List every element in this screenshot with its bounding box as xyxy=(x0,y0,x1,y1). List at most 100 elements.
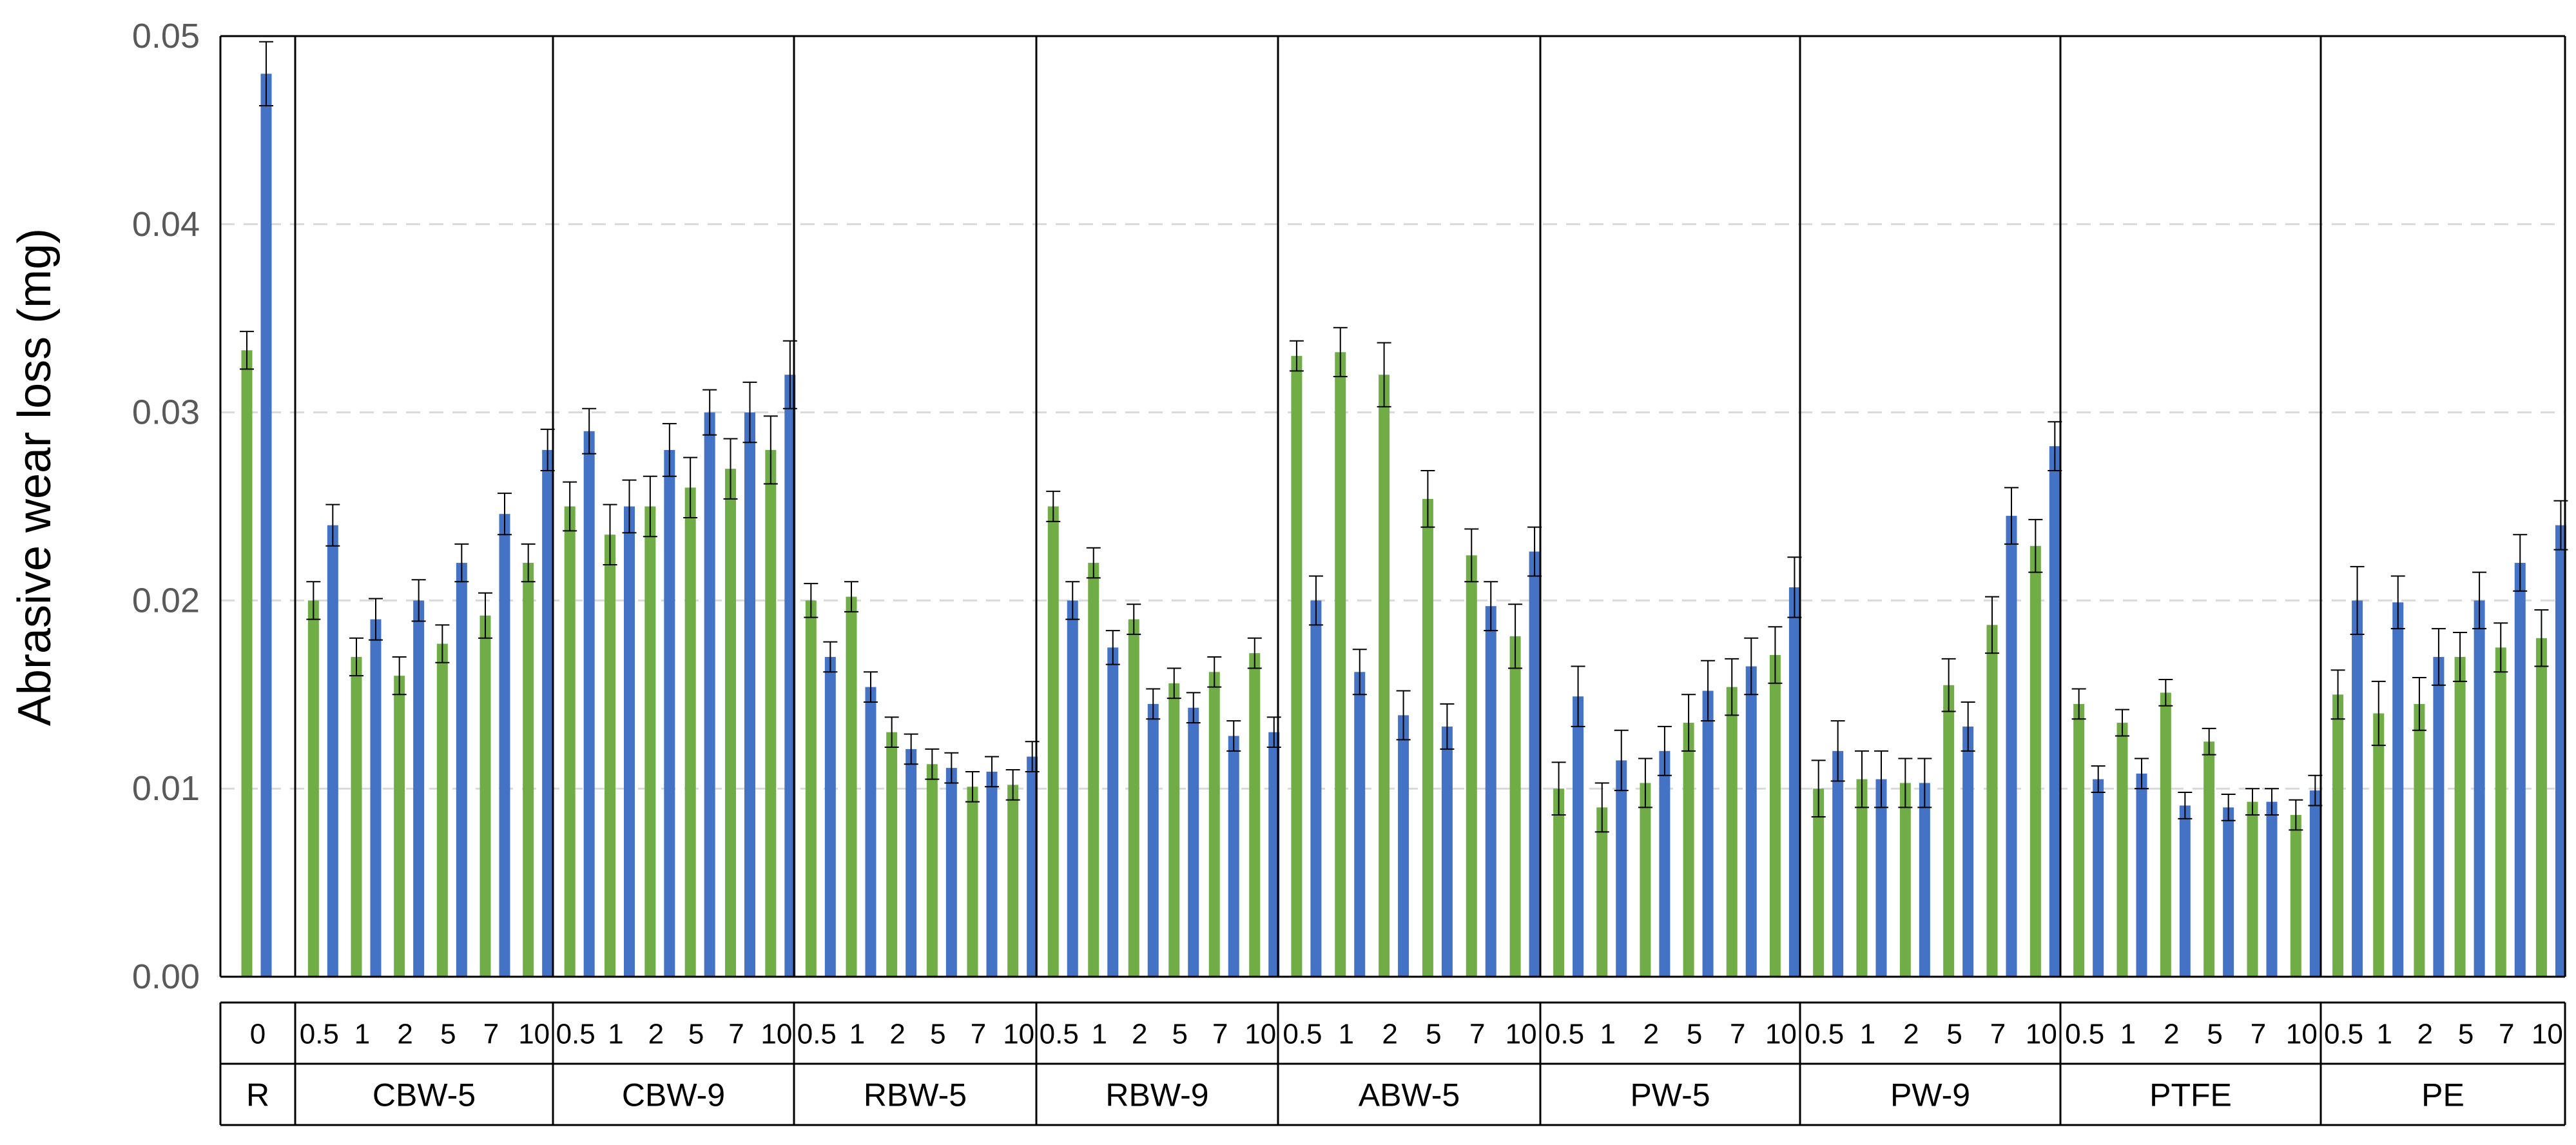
bar-series-b xyxy=(1702,690,1714,977)
x-level-label: 2 xyxy=(648,1019,664,1050)
x-level-label: 2 xyxy=(397,1019,412,1050)
x-level-label: 0.5 xyxy=(797,1019,837,1050)
bar-series-b xyxy=(744,412,755,977)
bar-series-a xyxy=(351,656,362,977)
x-level-label: 0.5 xyxy=(1805,1019,1844,1050)
x-level-label: 1 xyxy=(849,1019,865,1050)
bar-series-a xyxy=(1047,506,1059,977)
bar-series-a xyxy=(1899,783,1911,977)
x-group-label: PW-5 xyxy=(1630,1077,1710,1113)
x-level-label: 7 xyxy=(1212,1019,1228,1050)
bar-series-b xyxy=(327,525,338,977)
bar-series-a xyxy=(1379,375,1390,977)
bar-series-b xyxy=(2352,600,2363,977)
bar-series-a xyxy=(1291,356,1303,977)
gridlines xyxy=(220,223,2565,790)
bar-series-a xyxy=(1813,788,1825,977)
bar-series-b xyxy=(1875,779,1887,977)
bar-series-b xyxy=(499,514,510,977)
bar-series-b xyxy=(1354,672,1366,977)
bar-series-b xyxy=(1188,707,1199,977)
bar-series-a xyxy=(241,350,253,977)
bar-series-a xyxy=(2290,815,2301,977)
x-level-label: 10 xyxy=(1506,1019,1537,1050)
bar-series-a xyxy=(2454,656,2466,977)
y-axis-label: Abrasive wear loss (mg) xyxy=(9,228,61,726)
y-tick-label: 0.05 xyxy=(132,17,200,55)
x-level-label: 0.5 xyxy=(2324,1019,2363,1050)
bar-series-b xyxy=(1659,750,1671,977)
bar-series-a xyxy=(394,676,405,977)
bar-series-a xyxy=(479,615,491,977)
bar-series-b xyxy=(370,619,382,977)
bar-series-a xyxy=(2495,647,2506,977)
x-level-label: 1 xyxy=(354,1019,370,1050)
bar-series-b xyxy=(1962,726,1974,977)
x-level-label: 0.5 xyxy=(1040,1019,1079,1050)
x-level-label: 5 xyxy=(930,1019,945,1050)
x-level-label: 2 xyxy=(2164,1019,2179,1050)
bar-series-a xyxy=(2414,703,2425,977)
y-tick-label: 0.03 xyxy=(132,393,200,432)
bar-series-a xyxy=(2116,723,2128,977)
x-level-label: 2 xyxy=(1132,1019,1147,1050)
x-group-label: RBW-9 xyxy=(1105,1077,1208,1113)
bar-series-a xyxy=(436,643,448,977)
x-level-label: 10 xyxy=(2026,1019,2057,1050)
bar-series-b xyxy=(2179,805,2191,977)
bar-series-b xyxy=(664,449,675,977)
x-level-label: 10 xyxy=(2286,1019,2318,1050)
bar-series-a xyxy=(1509,636,1521,977)
bar-series-b xyxy=(1268,732,1280,977)
bar-series-a xyxy=(967,787,978,977)
y-axis: 0.00 0.01 0.02 0.03 0.04 0.05 xyxy=(132,17,200,996)
bar-series-a xyxy=(805,600,817,977)
bar-series-a xyxy=(1088,563,1099,977)
plot-frame xyxy=(219,35,2566,978)
bar-series-b xyxy=(1441,726,1453,977)
x-level-label: 2 xyxy=(1903,1019,1919,1050)
bar-series-b xyxy=(260,73,272,977)
x-level-label: 7 xyxy=(1469,1019,1485,1050)
x-level-label: 0.5 xyxy=(556,1019,596,1050)
x-level-label: 7 xyxy=(2499,1019,2514,1050)
bar-series-b xyxy=(824,656,836,977)
bar-series-a xyxy=(1128,619,1139,977)
x-level-label: 5 xyxy=(2458,1019,2474,1050)
bar-series-a xyxy=(2073,703,2085,977)
x-level-label: 7 xyxy=(1990,1019,2006,1050)
x-level-label: 1 xyxy=(1092,1019,1107,1050)
bars xyxy=(241,73,2566,977)
x-level-label: 1 xyxy=(1860,1019,1875,1050)
x-group-label: PTFE xyxy=(2149,1077,2232,1113)
y-tick-label: 0.02 xyxy=(132,581,200,620)
x-level-label: 5 xyxy=(440,1019,456,1050)
bar-series-b xyxy=(945,768,957,977)
x-level-label: 0 xyxy=(250,1019,266,1050)
x-group-label: CBW-5 xyxy=(373,1077,476,1113)
bar-series-a xyxy=(2373,713,2385,977)
bar-series-b xyxy=(2266,801,2278,977)
y-tick-label: 0.00 xyxy=(132,957,200,996)
x-level-label: 10 xyxy=(2532,1019,2563,1050)
bar-series-b xyxy=(456,563,467,977)
bar-series-b xyxy=(2136,773,2147,977)
bar-series-b xyxy=(865,687,876,977)
y-tick-label: 0.04 xyxy=(132,205,200,244)
x-level-label: 2 xyxy=(2417,1019,2433,1050)
x-level-label: 1 xyxy=(1600,1019,1616,1050)
x-level-label: 2 xyxy=(889,1019,905,1050)
bar-series-b xyxy=(1107,647,1119,977)
bar-series-b xyxy=(2474,600,2485,977)
bar-series-b xyxy=(1147,703,1159,977)
bar-series-a xyxy=(605,534,615,977)
bar-series-a xyxy=(523,563,534,977)
bar-series-b xyxy=(1067,600,1078,977)
bar-series-a xyxy=(2332,694,2344,977)
x-level-label: 1 xyxy=(2377,1019,2392,1050)
bar-series-a xyxy=(2535,638,2547,977)
bar-series-b xyxy=(1573,696,1584,977)
bar-series-b xyxy=(2223,807,2234,977)
